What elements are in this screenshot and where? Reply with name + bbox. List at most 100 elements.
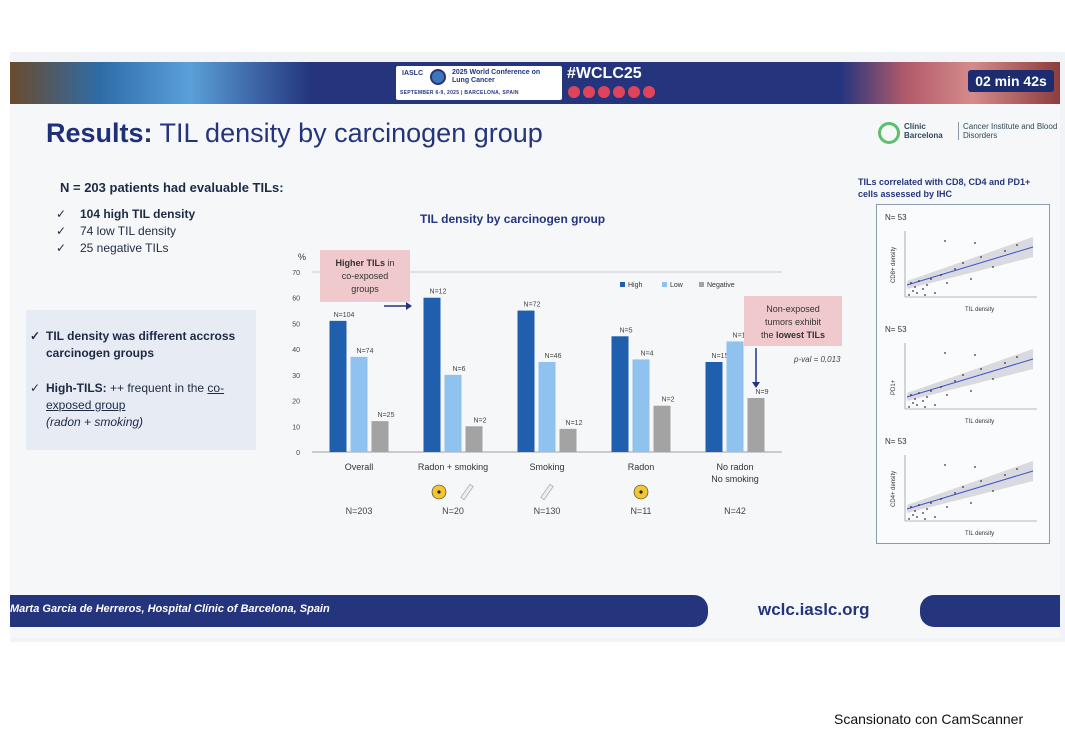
scatter-point: [926, 508, 928, 510]
scatter-point: [944, 240, 946, 242]
bar-negative: [465, 426, 483, 452]
scatter-point: [1004, 474, 1006, 476]
legend-label-high: High: [628, 282, 643, 289]
panel-n-label: N= 53: [885, 325, 907, 334]
scatter-point: [916, 292, 918, 294]
bar-low: [350, 356, 368, 452]
til-bar-chart: % 0 10 20 30 40 50 60 70 N=104 N=74 N=25 Overall N=20…: [292, 250, 842, 516]
group-n-label: N=42: [724, 506, 746, 516]
conference-banner: IASLC 2025 World Conference on Lung Canc…: [10, 62, 1060, 104]
instagram-icon: [613, 86, 625, 98]
bar-low: [726, 341, 744, 452]
category-label: No smoking: [711, 474, 759, 484]
regression-line: [906, 470, 1034, 510]
scatter-point: [1004, 250, 1006, 252]
title-rest: TIL density by carcinogen group: [152, 118, 543, 148]
scatter-point: [934, 404, 936, 406]
panel-y-label: PD1+: [891, 379, 897, 395]
scatter-point: [1016, 356, 1018, 358]
scatter-point: [980, 368, 982, 370]
scatter-point: [940, 274, 942, 276]
category-label: Overall: [345, 462, 374, 472]
scatter-point: [914, 510, 916, 512]
clinic-name: Clínic Barcelona: [904, 122, 943, 140]
scatter-point: [916, 404, 918, 406]
scatter-point: [910, 282, 912, 284]
scatter-point: [918, 504, 920, 506]
cigarette-icon: [540, 483, 554, 501]
regression-line: [906, 246, 1034, 286]
bar-data-label: N=25: [378, 412, 395, 419]
scatter-point: [954, 268, 956, 270]
facebook-icon: [568, 86, 580, 98]
category-label: Radon: [628, 462, 655, 472]
bar-data-label: N=15: [712, 353, 729, 360]
co-exposed-annotation-box: [320, 250, 410, 302]
bar-data-label: N=74: [357, 348, 374, 355]
confidence-band: [907, 461, 1033, 513]
scatter-point: [1016, 468, 1018, 470]
panel-y-label: CD4+ density: [891, 471, 897, 507]
youtube-icon: [628, 86, 640, 98]
panel-n-label: N= 53: [885, 437, 907, 446]
checklist-item: ✓ 25 negative TILs: [56, 241, 169, 255]
y-tick-label: 30: [292, 373, 300, 380]
scatter-point: [962, 374, 964, 376]
conference-dates: SEPTEMBER 6-9, 2025 | BARCELONA, SPAIN: [400, 90, 519, 96]
bar-negative: [747, 398, 765, 452]
co-exposed-annotation-line2: co-exposed: [342, 271, 389, 281]
scatter-point: [918, 392, 920, 394]
category-label: Radon + smoking: [418, 462, 488, 472]
confidence-band: [907, 237, 1033, 289]
scatter-point: [970, 390, 972, 392]
correlation-title: TILs correlated with CD8, CD4 and PD1+ c…: [858, 177, 1031, 199]
scatter-point: [992, 266, 994, 268]
scatter-point: [926, 396, 928, 398]
check-icon: ✓: [56, 241, 67, 255]
scatter-point: [934, 516, 936, 518]
bar-data-label: N=18: [733, 332, 750, 339]
bar-negative: [653, 405, 671, 452]
check-icon: ✓: [56, 224, 67, 238]
regression-line: [906, 358, 1034, 398]
bar-negative: [371, 421, 389, 452]
title-bold: Results:: [46, 118, 153, 148]
checklist-item: ✓ 74 low TIL density: [56, 224, 177, 238]
bar-data-label: N=72: [524, 302, 541, 309]
scatter-point: [944, 352, 946, 354]
scatter-point: [930, 278, 932, 280]
footer-bar-right: [920, 595, 1060, 627]
legend-label-low: Low: [670, 282, 684, 289]
countdown-timer: 02 min 42s: [968, 70, 1054, 92]
scatter-point: [946, 394, 948, 396]
scatter-point: [980, 256, 982, 258]
til-checklist: ✓ 104 high TIL density ✓ 74 low TIL densit…: [56, 206, 195, 257]
category-label: No radon: [716, 462, 753, 472]
scatter-point: [940, 498, 942, 500]
co-exposed-annotation-line3: groups: [351, 284, 379, 294]
y-axis-label: %: [298, 252, 306, 262]
scatter-point: [962, 486, 964, 488]
slide-title: Results: TIL density by carcinogen group: [46, 118, 543, 149]
scatter-point: [974, 354, 976, 356]
scatter-point: [924, 406, 926, 408]
bar-data-label: N=4: [640, 350, 653, 357]
scatter-point: [970, 502, 972, 504]
slide: IASLC 2025 World Conference on Lung Canc…: [10, 62, 1060, 638]
scatter-point: [930, 390, 932, 392]
bar-data-label: N=46: [545, 353, 562, 360]
scatter-point: [916, 516, 918, 518]
scatter-point: [912, 402, 914, 404]
panel-x-label: TIL density: [965, 531, 994, 537]
non-exposed-annotation-line1: Non-exposed: [766, 304, 820, 314]
barcelona-photo-left: [10, 62, 310, 104]
panel-x-label: TIL density: [965, 307, 994, 313]
scatter-point: [922, 288, 924, 290]
linkedin-icon: [583, 86, 595, 98]
scatter-point: [908, 518, 910, 520]
scatter-plot: CD4+ density TIL density: [891, 455, 1037, 537]
clinic-logo: Clínic Barcelona Cancer Institute and Bl…: [878, 120, 1058, 148]
scatter-point: [970, 278, 972, 280]
scatter-point: [940, 386, 942, 388]
scatter-point: [946, 282, 948, 284]
